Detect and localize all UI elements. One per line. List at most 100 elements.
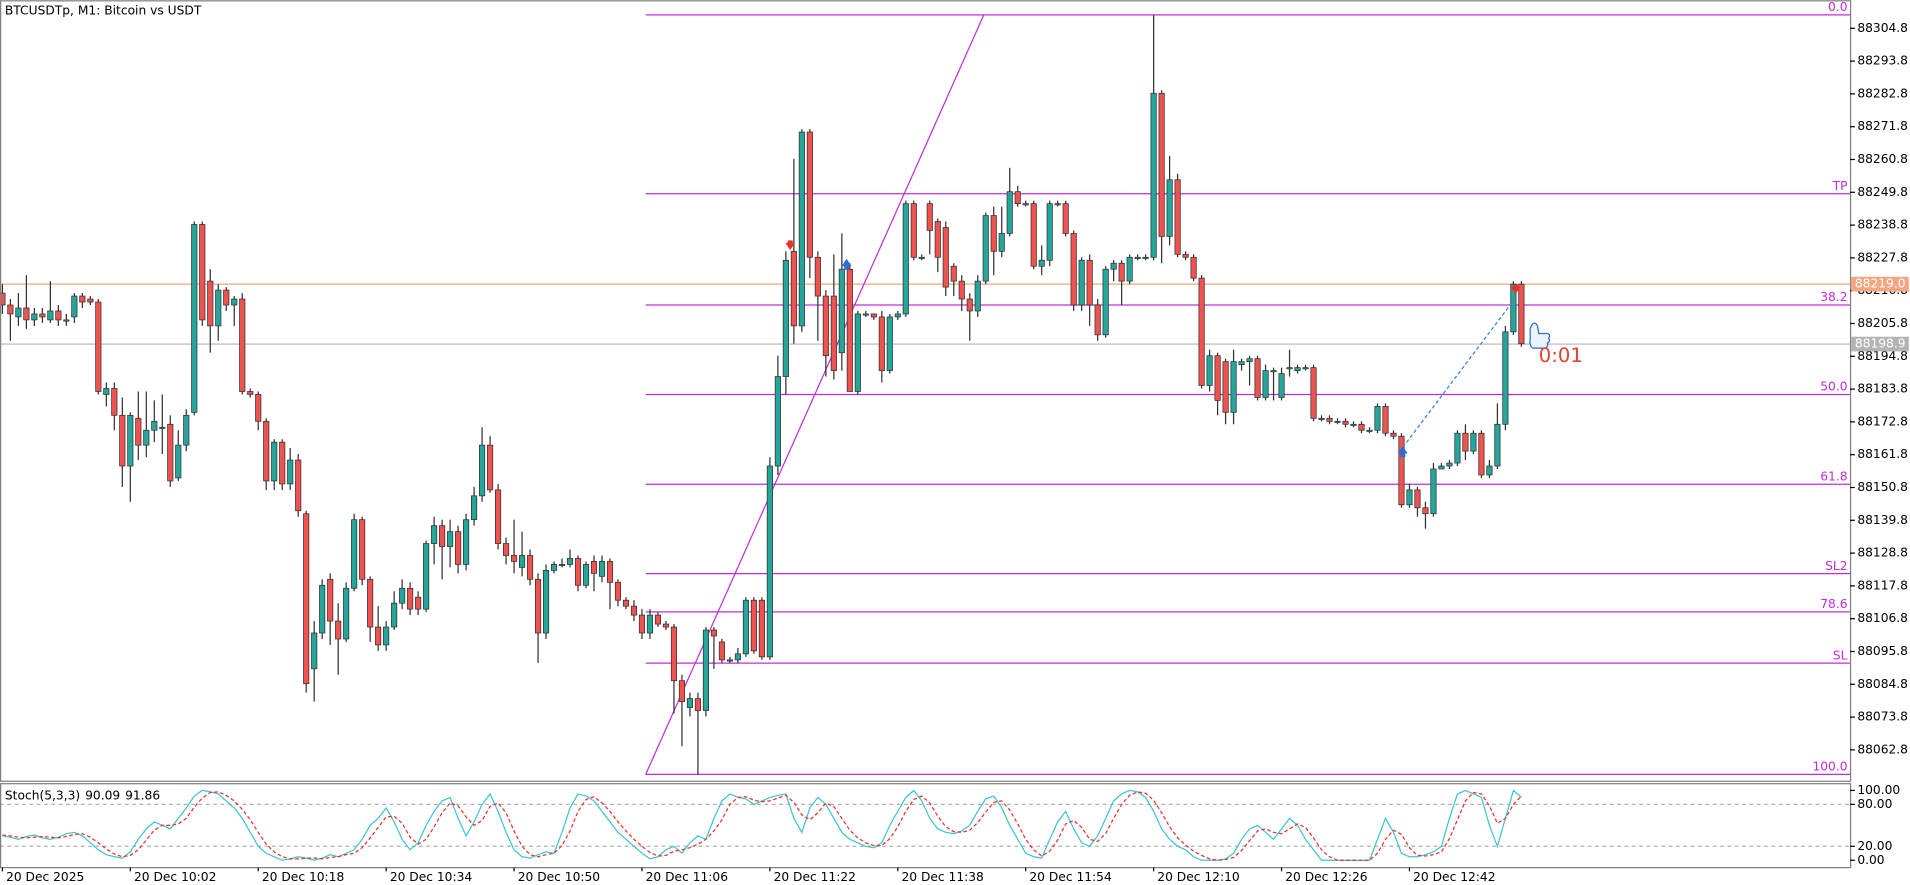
candle-body bbox=[574, 558, 582, 586]
candle-body bbox=[15, 307, 22, 318]
y-tick-label: 88128.8 bbox=[1857, 546, 1908, 560]
candle-body bbox=[870, 313, 877, 318]
candle-body bbox=[1078, 259, 1085, 306]
candle-body bbox=[207, 280, 214, 327]
candles bbox=[0, 14, 1525, 775]
x-tick-label: 20 Dec 11:22 bbox=[774, 870, 856, 884]
candle-body bbox=[1518, 283, 1525, 345]
candle-body bbox=[910, 203, 917, 258]
candle-body bbox=[1014, 191, 1021, 204]
candle-body bbox=[542, 570, 550, 634]
candle-body bbox=[1222, 361, 1229, 413]
candle-body bbox=[95, 301, 102, 392]
candle-body bbox=[439, 525, 446, 547]
candle-body bbox=[159, 426, 166, 429]
candle-body bbox=[327, 578, 334, 622]
candle-body bbox=[1406, 489, 1413, 506]
hand-icon bbox=[1529, 322, 1551, 349]
candle-body bbox=[1062, 203, 1069, 234]
y-tick-label: 88282.8 bbox=[1857, 86, 1908, 100]
candle-body bbox=[319, 584, 326, 634]
fibo-level-label: 78.6 bbox=[1820, 597, 1847, 611]
candle-body bbox=[1366, 429, 1373, 432]
candle-body bbox=[1102, 268, 1109, 336]
candle-body bbox=[279, 441, 286, 485]
stoch-tick-label: 100.00 bbox=[1857, 783, 1900, 797]
candle-body bbox=[734, 653, 741, 661]
candle-body bbox=[1374, 406, 1381, 431]
candle-body bbox=[646, 614, 654, 634]
candle-body bbox=[463, 519, 470, 565]
candle-body bbox=[367, 578, 374, 628]
stoch-name: Stoch(5,3,3) bbox=[5, 788, 80, 802]
candle-body bbox=[79, 295, 86, 303]
candle-body bbox=[335, 620, 342, 640]
x-tick-label: 20 Dec 10:34 bbox=[390, 870, 473, 884]
fibo-level-label: SL2 bbox=[1825, 559, 1847, 573]
candle-body bbox=[1510, 283, 1517, 333]
candle-body bbox=[1086, 259, 1093, 306]
candle-body bbox=[1334, 420, 1341, 423]
y-tick-label: 88161.8 bbox=[1857, 447, 1908, 461]
candle-body bbox=[582, 564, 590, 586]
candle-body bbox=[1054, 203, 1061, 206]
candle-body bbox=[271, 441, 278, 482]
candle-body bbox=[822, 295, 829, 357]
candle-body bbox=[606, 561, 614, 583]
candle-body bbox=[1038, 259, 1045, 267]
x-tick-label: 20 Dec 10:18 bbox=[262, 870, 344, 884]
fibo-level-label: 50.0 bbox=[1820, 380, 1847, 394]
candle-body bbox=[423, 543, 430, 610]
candle-body bbox=[758, 599, 765, 658]
candle-body bbox=[926, 203, 933, 231]
candle-body bbox=[167, 423, 174, 482]
candle-body bbox=[39, 313, 46, 318]
candle-body bbox=[1094, 304, 1101, 336]
candle-body bbox=[1422, 507, 1429, 515]
x-tick-label: 20 Dec 12:42 bbox=[1413, 870, 1495, 884]
candle-body bbox=[1470, 432, 1477, 452]
candle-body bbox=[1486, 465, 1493, 476]
candle-body bbox=[998, 233, 1005, 252]
candle-body bbox=[622, 599, 630, 607]
candle-body bbox=[1382, 406, 1389, 434]
y-tick-label: 88205.8 bbox=[1857, 316, 1908, 330]
candle-body bbox=[510, 555, 518, 562]
candle-body bbox=[966, 298, 973, 312]
x-tick-label: 20 Dec 12:26 bbox=[1285, 870, 1368, 884]
candle-body bbox=[1446, 462, 1453, 467]
candle-body bbox=[1310, 367, 1317, 419]
candle-body bbox=[1286, 367, 1293, 370]
candle-body bbox=[590, 561, 598, 574]
candle-body bbox=[1110, 262, 1117, 270]
candle-body bbox=[103, 388, 110, 395]
candle-body bbox=[806, 131, 813, 258]
candle-body bbox=[1174, 179, 1181, 255]
candle-body bbox=[191, 224, 198, 413]
candle-body bbox=[782, 259, 789, 377]
candle-body bbox=[614, 581, 622, 601]
candle-body bbox=[1030, 203, 1037, 267]
candle-body bbox=[0, 292, 6, 306]
candle-body bbox=[215, 289, 222, 327]
candle-body bbox=[1278, 373, 1285, 398]
candle-body bbox=[902, 203, 909, 315]
buy-arrow bbox=[1397, 446, 1408, 458]
y-tick-label: 88062.8 bbox=[1857, 742, 1908, 756]
x-tick-label: 20 Dec 10:02 bbox=[134, 870, 216, 884]
candle-body bbox=[678, 680, 686, 702]
candle-body bbox=[447, 531, 454, 547]
candle-body bbox=[7, 304, 14, 315]
candle-body bbox=[854, 313, 861, 392]
candle-body bbox=[1318, 417, 1325, 420]
candle-body bbox=[750, 599, 757, 652]
candle-body bbox=[1206, 355, 1213, 386]
candle-body bbox=[415, 596, 422, 610]
candle-body bbox=[1238, 361, 1245, 366]
candle-body bbox=[662, 623, 670, 628]
candle-body bbox=[1414, 489, 1421, 509]
candle-body bbox=[87, 298, 94, 303]
x-tick-label: 20 Dec 11:54 bbox=[1029, 870, 1112, 884]
y-tick-label: 88117.8 bbox=[1857, 578, 1908, 592]
price-label: 88219.0 bbox=[1855, 277, 1906, 291]
